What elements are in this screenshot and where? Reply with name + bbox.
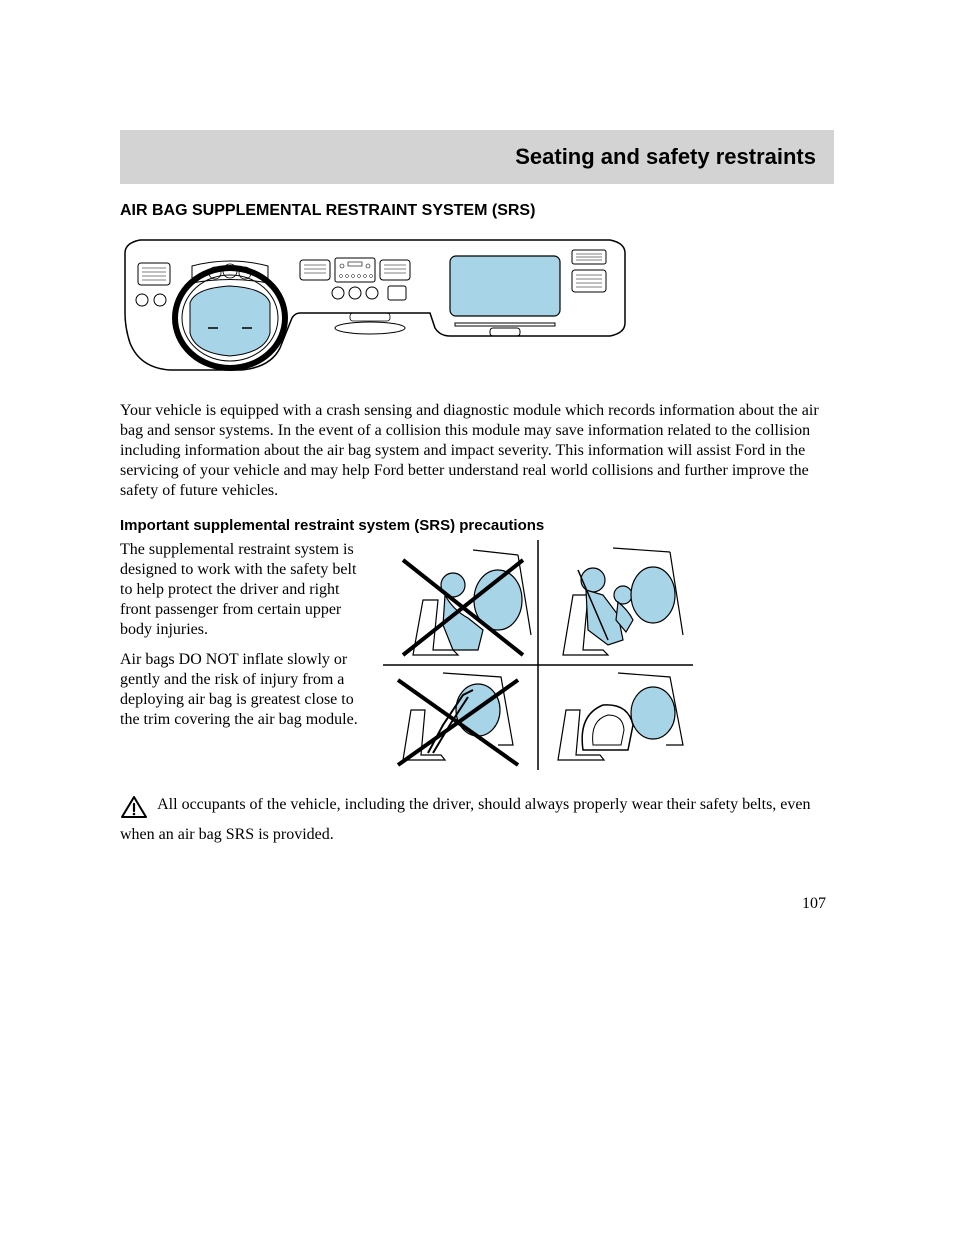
section2-para2: Air bags DO NOT inflate slowly or gently… [120, 650, 365, 730]
manual-page: Seating and safety restraints AIR BAG SU… [0, 0, 954, 973]
warning-paragraph: All occupants of the vehicle, including … [120, 795, 834, 845]
section2-para1: The supplemental restraint system is des… [120, 540, 365, 640]
warning-block: All occupants of the vehicle, including … [120, 795, 834, 845]
warning-text: All occupants of the vehicle, including … [120, 796, 811, 843]
precautions-figure-col [383, 540, 834, 775]
precautions-row: The supplemental restraint system is des… [120, 540, 834, 775]
warning-triangle-icon [120, 795, 148, 825]
precautions-text-col: The supplemental restraint system is des… [120, 540, 365, 775]
dashboard-illustration [120, 228, 630, 378]
chapter-title: Seating and safety restraints [138, 144, 816, 170]
section2-heading: Important supplemental restraint system … [120, 517, 834, 534]
section-heading-srs: AIR BAG SUPPLEMENTAL RESTRAINT SYSTEM (S… [120, 202, 834, 220]
section1-body: Your vehicle is equipped with a crash se… [120, 401, 834, 501]
chapter-header-bar: Seating and safety restraints [120, 130, 834, 184]
page-number: 107 [120, 895, 834, 913]
airbag-positions-illustration [383, 540, 693, 770]
